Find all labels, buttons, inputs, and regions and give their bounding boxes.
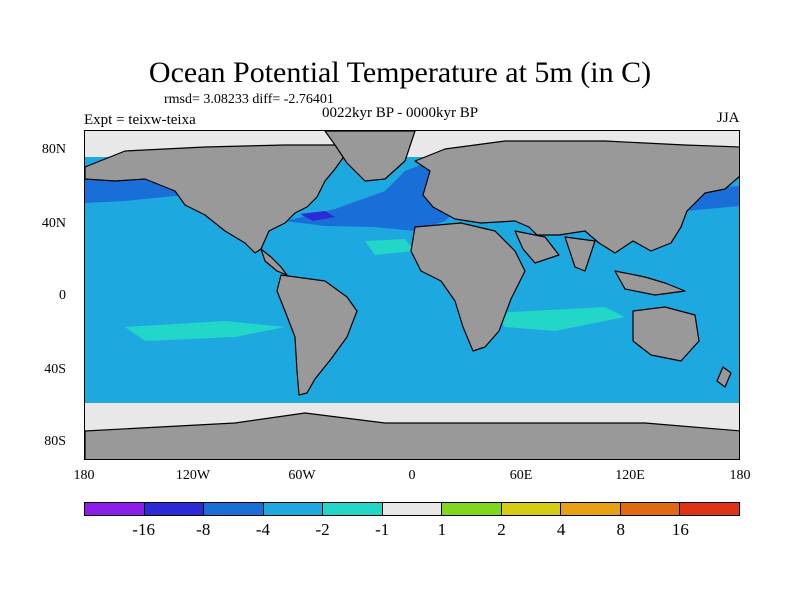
colorbar-swatch-0 [85,503,145,515]
land-layer [85,131,739,459]
colorbar-label: -4 [255,520,270,539]
season-label: JJA [717,110,740,126]
colorbar-label: -1 [375,520,390,539]
lat-label-80n: 80N [41,142,66,157]
colorbar-label: -8 [196,520,211,539]
world-map [84,130,740,460]
central-america [260,248,288,276]
africa [410,222,526,352]
lon-label-180e: 180 [729,468,751,483]
colorbar-label: -16 [132,520,155,539]
lat-label-40s: 40S [44,362,66,377]
colorbar-swatch-7 [501,503,562,515]
lon-label-60e: 60E [509,468,533,483]
north-atlantic-cool-zone [285,157,470,231]
arabia [514,230,560,264]
period-label: 0022kyr BP - 0000kyr BP [322,105,479,121]
lon-label-120e: 120E [615,468,645,483]
southeast-asia-islands [614,270,686,296]
india [564,236,596,272]
colorbar-swatch-1 [144,503,205,515]
greenland [324,131,416,182]
lon-label-0: 0 [408,468,416,483]
colorbar-swatch-8 [561,503,621,515]
south-pacific-mild [125,321,285,341]
colorbar-swatch-3 [263,503,324,515]
stats-text: rmsd= 3.08233 diff= -2.76401 [164,92,334,107]
colorbar-label: -2 [315,520,330,539]
colorbar-swatch-4 [323,503,383,515]
colorbar-label: 8 [616,520,625,539]
colorbar-swatch-6 [442,503,502,515]
colorbar-swatch-10 [680,503,740,515]
lat-label-0: 0 [59,288,66,303]
australia [632,306,700,362]
colorbar-label: 1 [437,520,447,539]
experiment-label: Expt = teixw-teixa [84,112,196,128]
colorbar-swatch-2 [204,503,264,515]
lat-label-40n: 40N [41,216,66,231]
plot-title: Ocean Potential Temperature at 5m (in C) [148,56,652,89]
colorbar-label: 16 [671,520,689,539]
north-atlantic-cold-zone [300,211,335,221]
south-america [276,274,358,396]
colorbar-swatch-9 [620,503,681,515]
lon-label-180w: 180 [73,468,95,483]
new-zealand [716,366,732,388]
lon-label-120w: 120W [175,468,211,483]
colorbar-label: 2 [497,520,506,539]
south-indian-mild [495,307,625,331]
colorbar-swatch-5 [382,503,443,515]
colorbar [84,502,740,516]
map-svg [85,131,739,459]
tropical-atlantic-mild [365,239,415,255]
eurasia [414,140,739,254]
lat-label-80s: 80S [44,434,66,449]
lon-label-60w: 60W [288,468,316,483]
antarctica [85,412,739,459]
colorbar-label: 4 [556,520,566,539]
north-america [85,144,346,254]
